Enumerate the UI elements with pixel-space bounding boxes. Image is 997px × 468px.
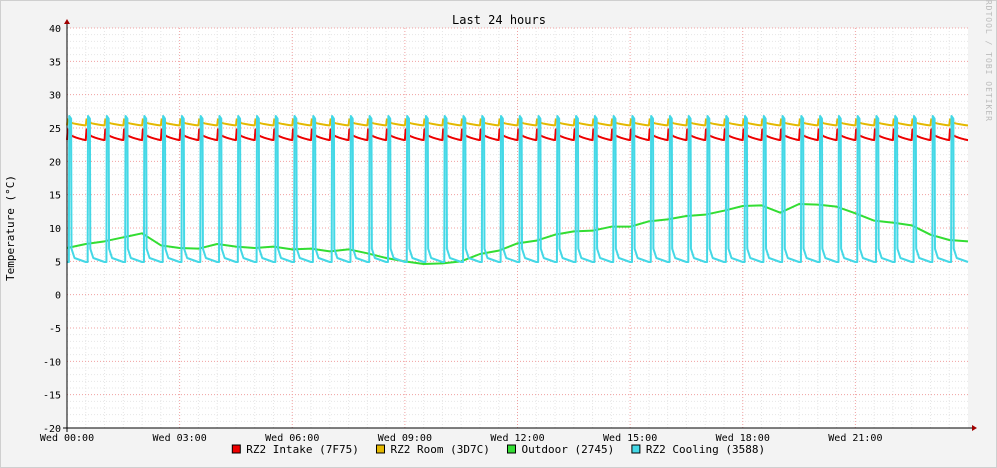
legend-swatch <box>507 444 516 454</box>
x-tick-labels: Wed 00:00 Wed 03:00 Wed 06:00 Wed 09:00 Wed … <box>40 433 883 444</box>
legend-swatch <box>231 444 241 454</box>
legend-label: RZ2 Intake (7F75) <box>246 443 359 456</box>
series-line-2 <box>66 203 969 265</box>
x-tick-label: Wed 06:00 <box>265 433 319 444</box>
y-tick-label: 10 <box>49 224 61 235</box>
x-tick-label: Wed 00:00 <box>40 433 94 444</box>
y-tick-label: 15 <box>49 191 61 202</box>
legend-swatch <box>376 444 385 454</box>
y-tick-label: 0 <box>55 291 61 302</box>
y-axis-label: Temperature (°C) <box>4 175 17 281</box>
series-group <box>66 115 969 265</box>
legend-label: RZ2 Room (3D7C) <box>391 443 490 456</box>
y-axis-arrow <box>64 19 70 24</box>
y-tick-labels: -20 -15 -10 -5 0 5 10 15 20 25 30 35 40 <box>43 24 61 435</box>
y-tick-label: -20 <box>43 424 61 435</box>
series-line-0 <box>66 128 969 141</box>
legend-label: RZ2 Cooling (3588) <box>646 443 765 456</box>
legend-swatch <box>631 444 641 454</box>
y-tick-label: 20 <box>49 157 61 168</box>
y-tick-label: -10 <box>43 357 61 368</box>
grid <box>66 27 968 429</box>
x-tick-label: Wed 03:00 <box>153 433 207 444</box>
y-tick-label: -5 <box>49 324 61 335</box>
series-line-1 <box>66 118 969 127</box>
x-tick-label: Wed 18:00 <box>716 433 770 444</box>
rrdtool-watermark: RRDTOOL / TOBI OETIKER <box>984 0 993 122</box>
legend: RZ2 Intake (7F75) RZ2 Room (3D7C) Outdoor … <box>231 443 765 456</box>
y-tick-label: 25 <box>49 124 61 135</box>
y-tick-label: 30 <box>49 91 61 102</box>
legend-label: Outdoor (2745) <box>522 443 615 456</box>
y-tick-label: 35 <box>49 57 61 68</box>
x-tick-label: Wed 12:00 <box>490 433 544 444</box>
x-tick-label: Wed 15:00 <box>603 433 657 444</box>
y-tick-label: 40 <box>49 24 61 35</box>
axes <box>63 19 977 432</box>
x-tick-label: Wed 21:00 <box>828 433 882 444</box>
x-axis-arrow <box>972 425 977 431</box>
x-tick-label: Wed 09:00 <box>378 433 432 444</box>
y-tick-label: 5 <box>55 257 61 268</box>
series-line-3 <box>67 115 969 263</box>
chart-title: Last 24 hours <box>452 13 546 27</box>
y-tick-label: -15 <box>43 391 61 402</box>
